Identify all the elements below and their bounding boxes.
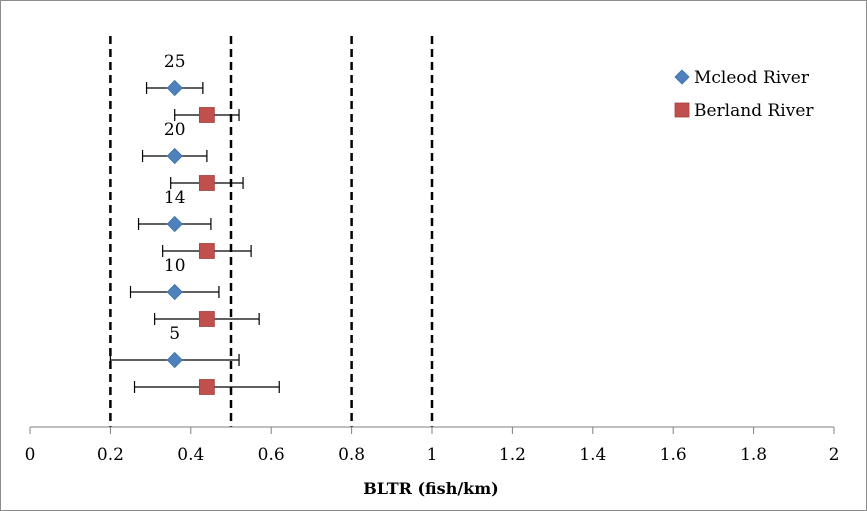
berland-point (198, 243, 215, 259)
x-tick-label: 0.6 (258, 445, 285, 465)
legend-mcleod-label: Mcleod River (694, 68, 810, 88)
x-tick-label: 1.6 (660, 445, 687, 465)
group-label: 14 (164, 188, 186, 208)
berland-point (198, 107, 215, 123)
berland-point (198, 379, 215, 395)
mcleod-point (166, 351, 183, 369)
x-tick-label: 1.8 (740, 445, 767, 465)
mcleod-point (166, 283, 183, 301)
berland-point (198, 311, 215, 327)
berland-point (198, 175, 215, 191)
legend-berland-label: Berland River (694, 101, 814, 121)
x-tick-label: 0.8 (338, 445, 365, 465)
x-tick-label: 0 (25, 445, 36, 465)
group-label: 10 (164, 256, 186, 276)
x-tick-label: 1.2 (499, 445, 526, 465)
x-tick-label: 0.2 (97, 445, 124, 465)
group-label: 20 (164, 120, 186, 140)
mcleod-point (166, 215, 183, 233)
group-label: 5 (169, 324, 180, 344)
x-axis-title: BLTR (fish/km) (363, 479, 499, 498)
mcleod-point (166, 79, 183, 97)
legend-mcleod-icon (674, 69, 690, 85)
x-tick-label: 1.4 (579, 445, 606, 465)
mcleod-point (166, 147, 183, 165)
legend-berland-icon (674, 102, 690, 118)
x-tick-label: 0.4 (177, 445, 204, 465)
x-tick-label: 2 (829, 445, 840, 465)
group-label: 25 (164, 52, 186, 72)
x-tick-label: 1 (427, 445, 438, 465)
